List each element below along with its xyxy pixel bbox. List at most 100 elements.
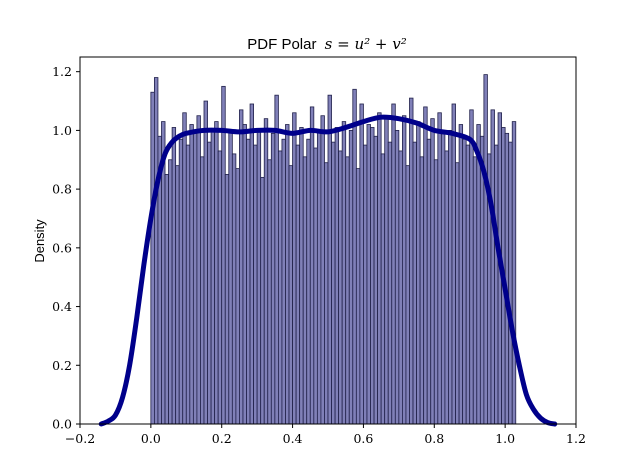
histogram-bar (373, 135, 378, 425)
histogram-bar (483, 74, 488, 425)
chart-title-formula: s = u² + v² (325, 35, 407, 53)
x-tick-label: 1.2 (566, 431, 586, 446)
histogram-bar (295, 144, 301, 425)
histogram-bar (472, 156, 478, 425)
histogram-bar (352, 88, 357, 425)
histogram-bar (394, 129, 400, 425)
histogram-bar (511, 121, 517, 425)
plot-area-frame (79, 56, 577, 425)
histogram-bar (490, 109, 495, 425)
histogram-bar (419, 156, 425, 425)
y-tick-label: 0.0 (52, 417, 72, 432)
histogram-bar (242, 124, 247, 425)
histogram-bar (377, 112, 382, 425)
y-tick-label: 0.6 (52, 240, 72, 255)
x-tick-label: 0.2 (212, 431, 232, 446)
histogram-bar (263, 118, 269, 425)
histogram-bar (285, 124, 290, 425)
chart-title: PDF Polar s = u² + v² (247, 35, 406, 53)
histogram-bar (221, 85, 226, 425)
histogram-bar (476, 124, 481, 425)
histogram-bar (189, 124, 194, 425)
histogram-bar (401, 115, 407, 425)
histogram-bar (313, 147, 318, 425)
histogram-bar (175, 165, 180, 425)
histogram-bar (231, 153, 237, 425)
histogram-bar (412, 141, 417, 425)
x-tick-label: −0.2 (65, 431, 95, 446)
histogram-bar (469, 109, 474, 425)
histogram-bar (437, 112, 442, 425)
histogram-bar (433, 159, 439, 425)
histogram-bar (334, 127, 340, 425)
histogram-bar (465, 144, 471, 425)
histogram-bar (196, 115, 201, 425)
histogram-bar (387, 141, 393, 425)
histogram-bar (341, 121, 347, 425)
histogram-bar (256, 129, 262, 425)
histogram-bar (267, 159, 272, 425)
histogram-bar (448, 129, 453, 425)
histogram-bar (409, 97, 414, 425)
histogram-bar (260, 176, 265, 425)
histogram-bar (153, 77, 159, 425)
histogram-bar (405, 165, 410, 425)
histogram-bar (235, 168, 240, 425)
histogram-bar (210, 129, 216, 425)
y-tick-label: 0.2 (52, 358, 72, 373)
histogram-bar (309, 106, 315, 425)
histogram-bar (423, 106, 428, 425)
histogram-bar (359, 103, 364, 425)
histogram-bar (426, 138, 432, 425)
histogram-bar (246, 138, 251, 425)
y-tick-label: 1.2 (52, 64, 72, 79)
histogram-bar (355, 168, 361, 425)
histogram-bar (324, 162, 329, 425)
histogram-bar (214, 121, 219, 425)
density-curve-line (98, 114, 558, 427)
x-tick-label: 0.4 (283, 431, 303, 446)
histogram-bar (253, 144, 258, 425)
histogram-bar (171, 127, 177, 425)
histogram-bar (338, 150, 343, 425)
histogram-bar (203, 100, 208, 425)
histogram-bar (455, 162, 460, 425)
x-tick-label: 0.0 (141, 431, 161, 446)
histogram-bar (217, 150, 223, 425)
histogram-bar (150, 91, 155, 425)
histogram-bar (462, 138, 467, 425)
histogram-bar (451, 103, 456, 425)
histogram-bar (345, 156, 350, 425)
x-tick-label: 1.0 (495, 431, 515, 446)
histogram-bar (207, 141, 212, 425)
histogram-bar (366, 124, 371, 425)
y-axis-label: Density (32, 219, 47, 263)
histogram-bar (192, 132, 198, 425)
histogram-bar (348, 129, 354, 425)
histogram-bar (302, 156, 308, 425)
histogram-bar (320, 115, 325, 425)
histogram-bar (370, 127, 375, 425)
x-tick-label: 0.8 (424, 431, 444, 446)
histogram-bar (288, 165, 293, 425)
histogram-bars (150, 74, 517, 425)
y-tick-label: 0.8 (52, 182, 72, 197)
histogram-bar (306, 138, 311, 425)
histogram-bar (416, 121, 421, 425)
histogram-bar (444, 150, 449, 425)
histogram-bar (327, 94, 332, 425)
histogram-bar (228, 129, 233, 425)
histogram-bar (508, 141, 513, 425)
histogram-bar (331, 141, 336, 425)
histogram-bar (239, 109, 244, 425)
y-tick-label: 0.4 (52, 299, 72, 314)
histogram-bar (274, 94, 279, 425)
histogram-bar (398, 150, 403, 425)
histogram-bar (182, 112, 187, 425)
x-axis-ticks: −0.2 0.0 0.2 0.4 0.6 0.8 1.0 1.2 (65, 424, 586, 446)
histogram-bar (185, 144, 191, 425)
histogram-bar (277, 150, 283, 425)
histogram-bar (270, 132, 276, 425)
histogram-bar (168, 159, 173, 425)
